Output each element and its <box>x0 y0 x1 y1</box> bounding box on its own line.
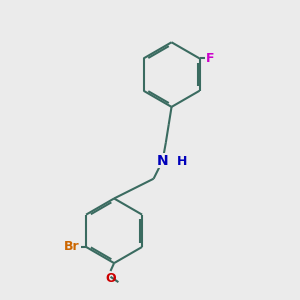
Text: O: O <box>105 272 116 285</box>
Text: H: H <box>177 155 187 168</box>
Text: N: N <box>157 154 168 168</box>
Text: Br: Br <box>64 241 80 254</box>
Text: F: F <box>206 52 214 65</box>
